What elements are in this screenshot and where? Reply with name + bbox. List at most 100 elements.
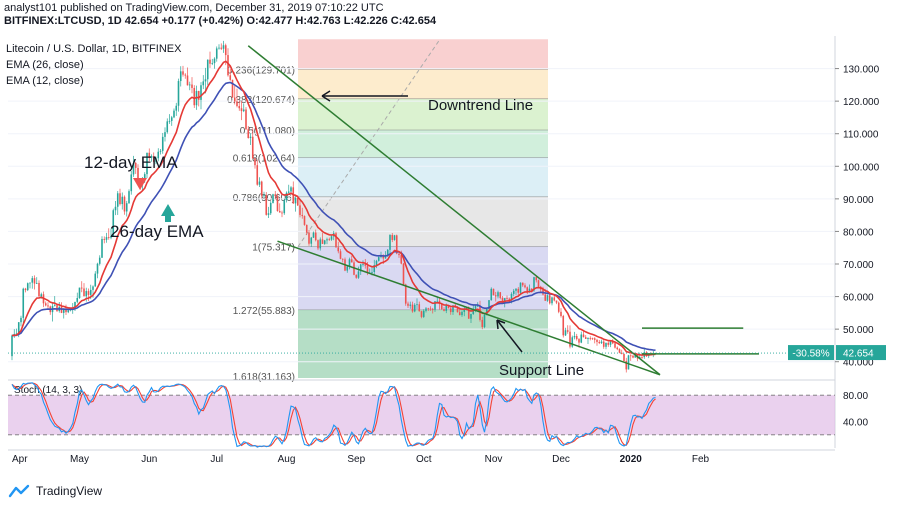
time-tick-label: Sep <box>347 454 365 465</box>
candle-body <box>632 355 634 358</box>
candle-body <box>589 338 592 339</box>
symbol-line: BITFINEX:LTCUSD, 1D 42.654 +0.177 (+0.42… <box>4 15 437 27</box>
candle-body <box>11 335 13 357</box>
candle-body <box>240 108 243 112</box>
candle-body <box>67 310 70 313</box>
candle-body <box>227 55 229 76</box>
candle-body <box>483 314 486 328</box>
candle-body <box>184 74 187 76</box>
candle-body <box>407 303 409 306</box>
candle-body <box>530 288 533 291</box>
candle-body <box>616 347 619 350</box>
candle-body <box>409 304 412 306</box>
candle-body <box>44 303 47 306</box>
candle-body <box>24 288 27 291</box>
candle-body <box>112 210 115 236</box>
candle-body <box>107 237 110 238</box>
candle-body <box>519 282 522 293</box>
ema26-up-arrow-icon <box>161 204 175 216</box>
candle-body <box>492 288 495 296</box>
candle-body <box>103 238 106 240</box>
candle-body <box>260 181 263 196</box>
tradingview-footer[interactable]: TradingView <box>8 484 102 498</box>
candle-body <box>20 317 22 323</box>
candle-body <box>209 59 211 64</box>
candle-body <box>263 195 265 196</box>
candle-body <box>105 237 108 240</box>
candle-body <box>285 192 288 201</box>
candle-body <box>384 255 387 259</box>
candle-body <box>29 282 31 284</box>
candle-body <box>249 136 252 139</box>
candle-body <box>629 355 632 357</box>
candle-body <box>188 84 191 86</box>
candle-body <box>296 197 299 206</box>
candle-body <box>350 259 353 263</box>
candle-body <box>382 255 385 259</box>
support-label: Support Line <box>499 362 584 379</box>
candle-body <box>447 305 450 309</box>
price-tick-label: 110.000 <box>843 130 879 141</box>
candle-body <box>553 297 556 301</box>
candle-body <box>110 235 112 238</box>
candle-body <box>254 158 256 166</box>
candle-body <box>204 79 207 82</box>
candle-body <box>425 308 427 311</box>
price-tick-label: 50.000 <box>843 325 874 336</box>
candle-body <box>391 235 394 240</box>
candle-body <box>80 287 83 289</box>
candle-body <box>573 336 576 338</box>
candle-body <box>62 308 65 313</box>
stoch-label: Stoch (14, 3, 3) <box>14 385 82 396</box>
candle-body <box>420 311 423 317</box>
candle-body <box>157 151 160 159</box>
candle-body <box>620 352 623 354</box>
candle-body <box>78 287 81 299</box>
candle-body <box>47 305 49 307</box>
candle-body <box>74 301 76 309</box>
candle-body <box>175 105 178 111</box>
time-tick-label: May <box>70 454 89 465</box>
candle-body <box>580 334 583 343</box>
time-tick-label: Nov <box>485 454 503 465</box>
candle-body <box>560 311 562 317</box>
price-chart-svg[interactable]: 0.236(129.701) 0.382(120.674) 0.5(111.080)… <box>0 30 900 480</box>
candle-body <box>479 305 481 320</box>
candle-body <box>168 120 171 122</box>
candle-body <box>211 63 214 64</box>
ema12-line <box>11 60 656 356</box>
ema-lines <box>11 60 656 356</box>
time-tick-label: Dec <box>552 454 570 465</box>
candle-body <box>605 342 607 347</box>
ema26-label: 26-day EMA <box>110 222 204 241</box>
candle-body <box>497 292 499 297</box>
candle-body <box>17 322 20 334</box>
price-axis: 40.000 50.000 60.000 70.000 80.000 90.000 100.… <box>8 36 886 448</box>
candle-body <box>278 211 281 213</box>
candlestick-series <box>11 40 657 373</box>
candle-body <box>220 47 223 49</box>
candle-body <box>434 301 436 310</box>
candle-body <box>83 288 85 297</box>
candle-body <box>593 338 596 340</box>
candle-body <box>524 285 526 288</box>
candle-body <box>582 334 585 338</box>
candle-body <box>627 355 630 370</box>
candle-body <box>400 255 403 264</box>
candle-body <box>625 360 628 370</box>
candle-body <box>290 187 292 192</box>
candle-body <box>276 196 279 212</box>
ema12-down-arrow-icon <box>133 178 147 190</box>
candle-body <box>231 79 234 98</box>
candle-body <box>128 191 130 204</box>
candle-body <box>335 233 337 248</box>
candle-body <box>569 331 571 347</box>
candle-body <box>411 304 414 312</box>
candle-body <box>474 305 477 309</box>
fib-level-label: 1.272(55.883) <box>233 306 295 317</box>
candle-body <box>364 264 367 266</box>
candle-body <box>132 162 135 175</box>
candle-body <box>197 91 200 100</box>
chart-area[interactable]: 0.236(129.701) 0.382(120.674) 0.5(111.080)… <box>0 30 900 480</box>
time-tick-label: Aug <box>278 454 296 465</box>
